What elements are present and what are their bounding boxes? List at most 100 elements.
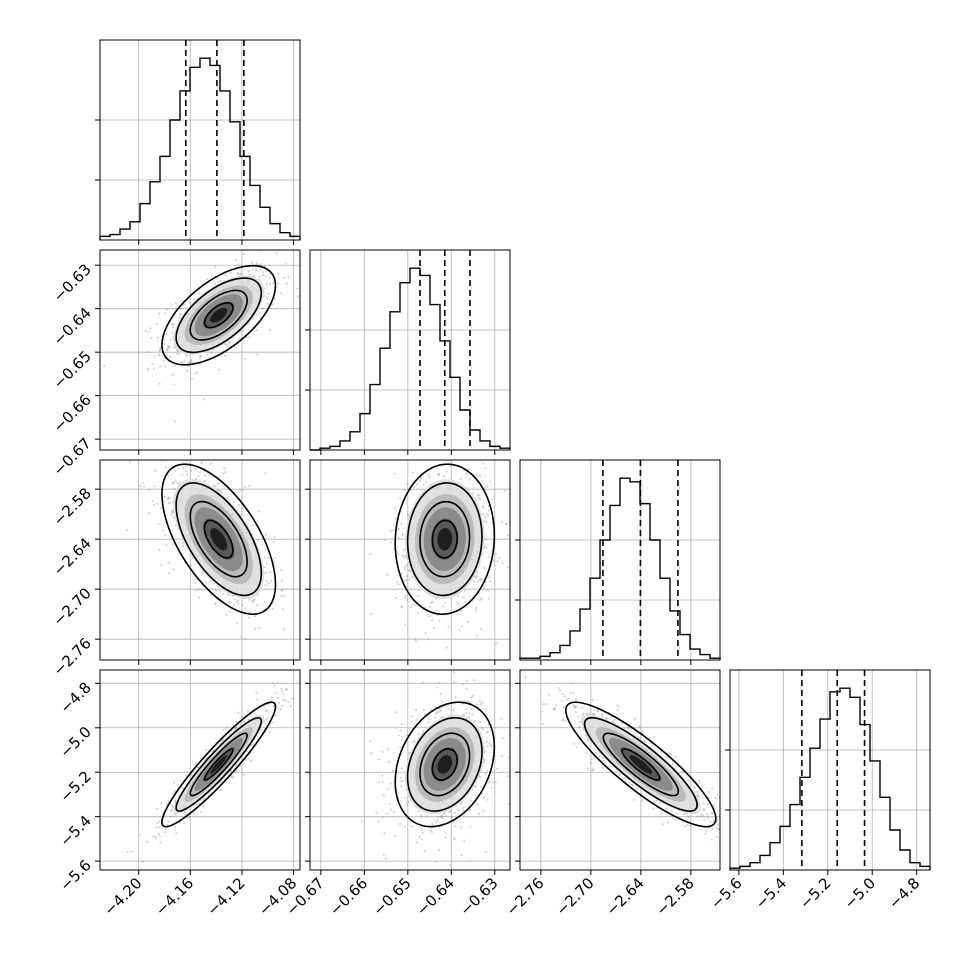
sample-point xyxy=(267,302,270,305)
sample-point xyxy=(247,270,250,273)
sample-point xyxy=(239,723,242,727)
sample-point xyxy=(248,485,251,488)
sample-point xyxy=(476,493,479,497)
sample-point xyxy=(263,565,266,568)
sample-point xyxy=(464,476,467,479)
sample-point xyxy=(420,477,423,480)
sample-point xyxy=(410,488,413,491)
sample-point xyxy=(569,691,572,695)
histogram-panel-1 xyxy=(305,249,511,451)
sample-point xyxy=(433,626,436,630)
sample-point xyxy=(272,704,275,708)
sample-point xyxy=(479,627,483,630)
sample-point xyxy=(258,626,261,629)
sample-point xyxy=(240,635,243,639)
sample-point xyxy=(472,492,475,495)
sample-point xyxy=(151,500,154,503)
sample-point xyxy=(458,447,460,449)
sample-point xyxy=(489,663,491,665)
sample-point xyxy=(481,513,484,516)
sample-point xyxy=(515,489,517,491)
sample-point xyxy=(427,638,430,641)
sample-point xyxy=(476,580,480,584)
sample-point xyxy=(641,731,644,734)
sample-point xyxy=(172,543,175,546)
sample-point xyxy=(399,776,402,779)
contour-line xyxy=(419,500,471,578)
sample-point xyxy=(702,802,705,805)
sample-point xyxy=(416,483,419,486)
sample-point xyxy=(185,774,188,777)
sample-point xyxy=(610,715,613,719)
sample-point xyxy=(573,706,576,709)
sample-point xyxy=(404,594,408,597)
sample-point xyxy=(158,353,161,356)
sample-point xyxy=(581,713,584,717)
sample-point xyxy=(421,681,424,684)
x-tick-label: −5.4 xyxy=(752,874,790,912)
sample-point xyxy=(400,572,403,575)
sample-point xyxy=(434,712,437,715)
sample-point xyxy=(431,822,434,825)
sample-point xyxy=(389,530,392,533)
sample-point xyxy=(410,603,414,606)
sample-point xyxy=(710,838,713,841)
sample-point xyxy=(377,781,381,784)
sample-point xyxy=(475,606,478,610)
sample-point xyxy=(406,512,409,516)
sample-point xyxy=(448,864,451,867)
sample-point xyxy=(397,553,400,556)
sample-point xyxy=(448,810,451,813)
sample-point xyxy=(594,751,598,754)
sample-point xyxy=(211,280,214,283)
sample-point xyxy=(143,485,146,488)
sample-point xyxy=(702,814,705,817)
sample-point xyxy=(575,705,578,708)
sample-point xyxy=(415,718,418,722)
sample-point xyxy=(154,835,157,838)
sample-point xyxy=(396,528,399,531)
sample-point xyxy=(248,336,251,339)
sample-point xyxy=(716,823,719,826)
sample-point xyxy=(498,556,501,560)
sample-point xyxy=(698,779,701,782)
sample-point xyxy=(181,541,184,545)
sample-point xyxy=(494,781,497,784)
histogram-panel-0 xyxy=(95,39,301,241)
sample-point xyxy=(250,759,253,763)
sample-point xyxy=(199,354,202,357)
sample-point xyxy=(193,297,196,300)
sample-point xyxy=(475,785,478,788)
contour-line xyxy=(203,302,234,329)
sample-point xyxy=(575,746,578,749)
sample-point xyxy=(250,600,253,603)
sample-point xyxy=(571,682,574,685)
sample-point xyxy=(153,447,155,449)
sample-point xyxy=(272,682,275,685)
sample-point xyxy=(627,727,630,730)
contour-line xyxy=(406,716,483,812)
sample-point xyxy=(179,307,182,310)
sample-point xyxy=(255,604,258,607)
sample-point xyxy=(221,739,225,742)
sample-point xyxy=(418,836,421,839)
sample-point xyxy=(162,359,165,362)
contour-line xyxy=(394,463,496,615)
sample-point xyxy=(465,707,468,710)
sample-point xyxy=(444,601,447,604)
sample-point xyxy=(601,764,604,768)
sample-point xyxy=(429,829,432,832)
sample-point xyxy=(711,787,714,790)
sample-point xyxy=(244,758,247,761)
contour-line xyxy=(394,701,496,828)
sample-point xyxy=(172,322,175,325)
sample-point xyxy=(393,506,396,509)
sample-point xyxy=(251,743,255,746)
sample-point xyxy=(496,560,499,563)
sample-point xyxy=(267,292,270,295)
sample-point xyxy=(436,686,439,689)
sample-point xyxy=(642,739,646,742)
sample-point xyxy=(236,600,239,603)
sample-point xyxy=(370,612,373,615)
